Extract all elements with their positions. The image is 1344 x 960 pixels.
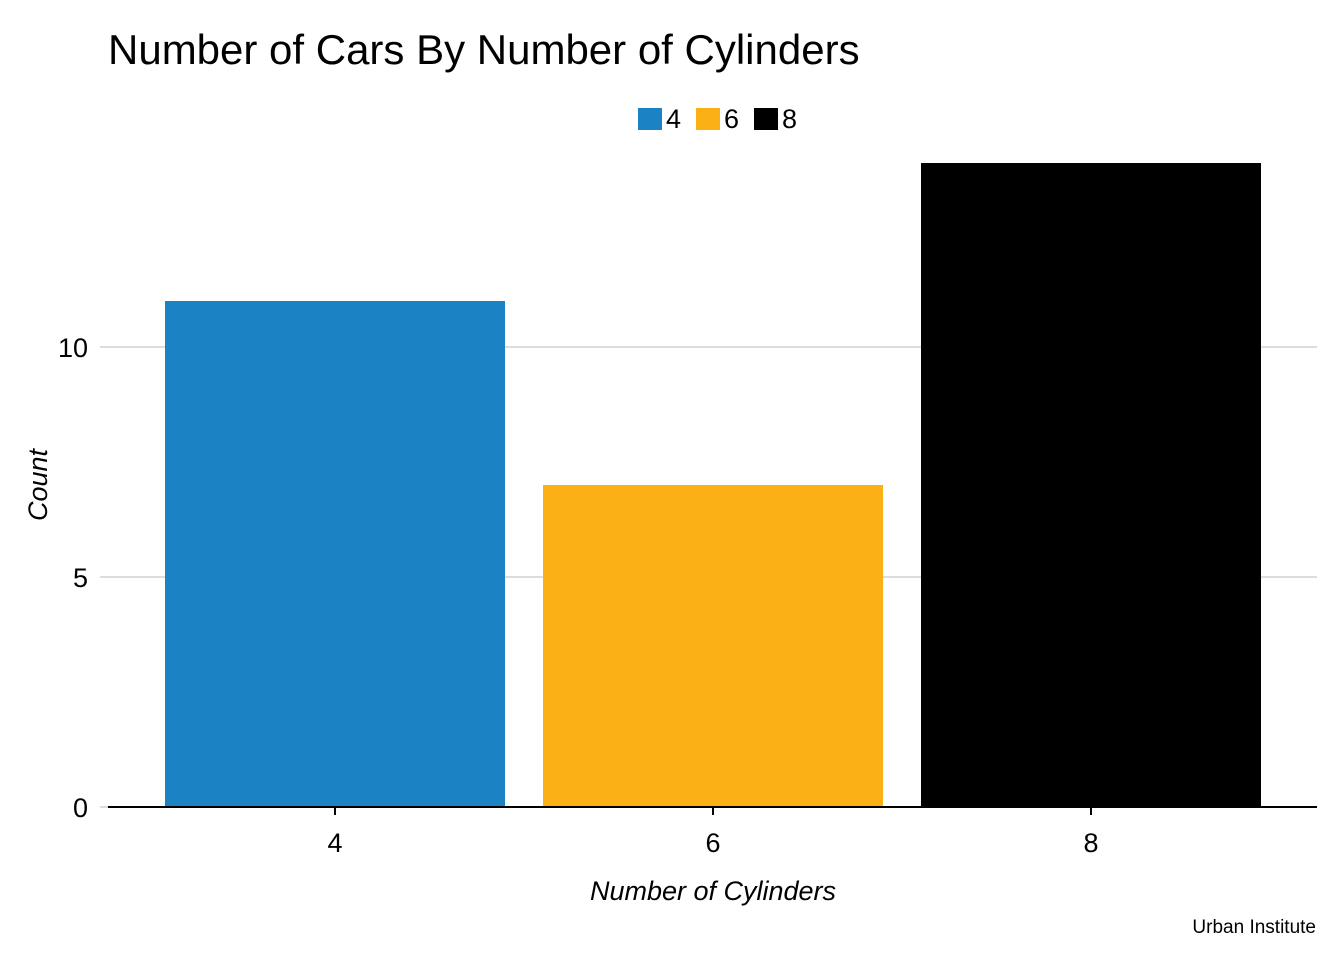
bar-4 bbox=[165, 301, 505, 807]
legend-swatch-8 bbox=[754, 108, 778, 130]
legend-label-6: 6 bbox=[724, 104, 739, 134]
legend-swatch-6 bbox=[696, 108, 720, 130]
bar-8 bbox=[921, 163, 1261, 807]
legend-swatch-4 bbox=[638, 108, 662, 130]
legend-label-8: 8 bbox=[782, 104, 797, 134]
x-axis-ticks: 4 6 8 bbox=[327, 807, 1099, 858]
y-tick-label: 0 bbox=[73, 793, 88, 823]
y-tick-label: 10 bbox=[58, 333, 88, 363]
chart-title: Number of Cars By Number of Cylinders bbox=[108, 26, 860, 73]
x-tick-label: 4 bbox=[327, 828, 342, 858]
bars bbox=[165, 163, 1261, 807]
y-axis-title: Count bbox=[23, 447, 53, 521]
x-tick-label: 6 bbox=[705, 828, 720, 858]
x-axis-title: Number of Cylinders bbox=[590, 876, 836, 906]
x-tick-label: 8 bbox=[1083, 828, 1098, 858]
y-tick-label: 5 bbox=[73, 563, 88, 593]
legend-label-4: 4 bbox=[666, 104, 681, 134]
bar-6 bbox=[543, 485, 883, 807]
caption: Urban Institute bbox=[1192, 917, 1316, 938]
y-axis-ticks: 0 5 10 bbox=[58, 333, 108, 823]
legend: 4 6 8 bbox=[638, 104, 797, 134]
